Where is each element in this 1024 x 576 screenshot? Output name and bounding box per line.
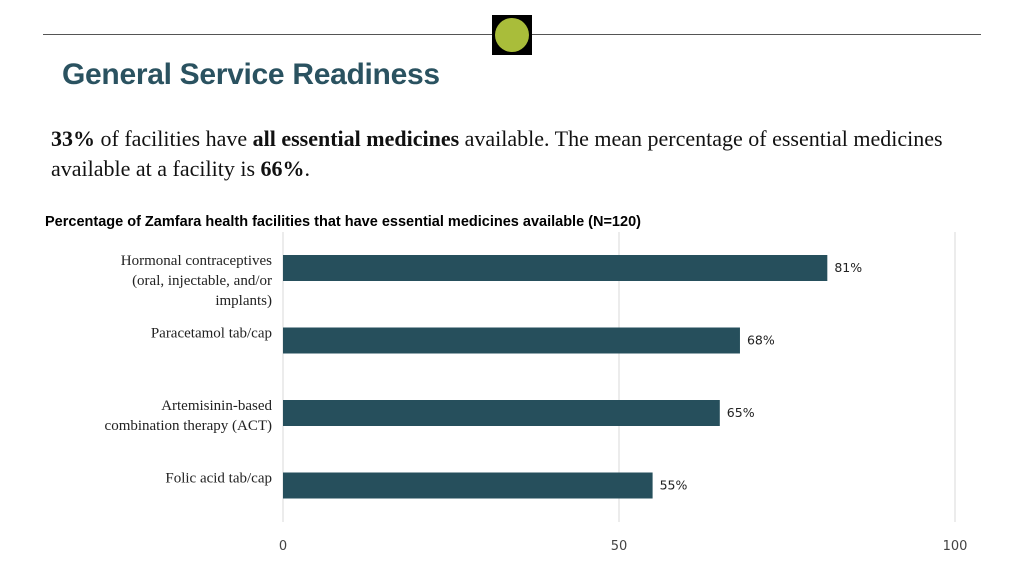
category-label: (oral, injectable, and/or <box>132 273 272 289</box>
bar-value-label: 55% <box>660 478 688 493</box>
bar <box>283 327 740 354</box>
x-tick-label: 100 <box>943 539 968 554</box>
category-label: combination therapy (ACT) <box>105 418 272 434</box>
x-tick-label: 50 <box>611 539 628 554</box>
category-label: Folic acid tab/cap <box>165 471 272 487</box>
bar <box>283 255 828 281</box>
summary-text-part3: . <box>304 156 311 181</box>
page-title: General Service Readiness <box>62 58 440 91</box>
category-label: Hormonal contraceptives <box>121 253 272 269</box>
bar-value-label: 68% <box>747 333 775 348</box>
x-tick-label: 0 <box>279 539 287 554</box>
summary-text-part1: of facilities have <box>95 126 253 151</box>
chart-title: Percentage of Zamfara health facilities … <box>45 214 641 230</box>
bar-value-label: 65% <box>727 405 755 420</box>
bar <box>283 472 653 499</box>
green-dot-icon <box>495 18 529 52</box>
summary-stat-facilities: 33% <box>51 126 95 151</box>
logo-badge <box>492 15 532 55</box>
bar-value-label: 81% <box>834 260 862 275</box>
category-label: Paracetamol tab/cap <box>151 326 272 342</box>
bar <box>283 400 720 426</box>
category-label: implants) <box>215 293 272 309</box>
summary-stat-mean: 66% <box>260 156 305 181</box>
summary-text: 33% of facilities have all essential med… <box>51 124 991 184</box>
summary-text-part2: available. The mean percentage of essent… <box>51 126 943 181</box>
summary-emphasis: all essential medicines <box>252 126 460 151</box>
category-label: Artemisinin-based <box>161 398 272 414</box>
